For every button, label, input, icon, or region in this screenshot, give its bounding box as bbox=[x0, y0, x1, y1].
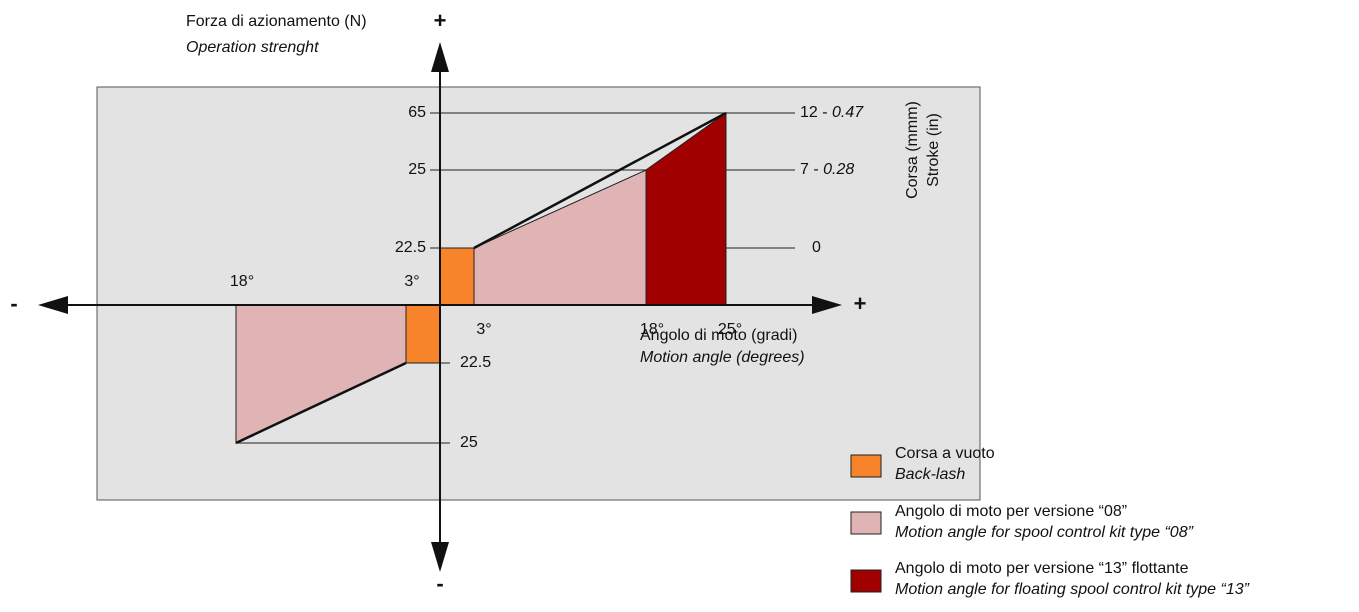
stroke-mm: 12 - bbox=[800, 104, 828, 121]
tick-label: 3° bbox=[404, 273, 419, 290]
legend-label-en: Back-lash bbox=[895, 466, 965, 483]
legend-label-en: Motion angle for floating spool control … bbox=[895, 581, 1250, 598]
tick-label: 18° bbox=[230, 273, 254, 290]
sign: - bbox=[436, 571, 443, 596]
stroke-in: 0.28 bbox=[823, 161, 854, 178]
tick-label: 3° bbox=[476, 321, 491, 338]
x-axis-label: Angolo di moto (gradi) bbox=[640, 327, 797, 344]
stroke-axis-label: Corsa (mmm) bbox=[904, 101, 921, 199]
stroke-mm: 7 - bbox=[800, 161, 819, 178]
force-line bbox=[235, 361, 407, 445]
region-backlash bbox=[405, 304, 441, 364]
arrow bbox=[38, 296, 68, 314]
tick-label: 65 bbox=[408, 104, 426, 121]
region-backlash bbox=[439, 247, 475, 306]
legend-label: Angolo di moto per versione “08” bbox=[895, 503, 1127, 520]
legend-label: Corsa a vuoto bbox=[895, 445, 995, 462]
arrow bbox=[812, 296, 842, 314]
sign: - bbox=[10, 291, 17, 316]
tick-label: 18° bbox=[640, 321, 664, 338]
x-axis-label-en: Motion angle (degrees) bbox=[640, 349, 805, 366]
stroke-tick: 0 bbox=[812, 239, 821, 256]
legend-label: Angolo di moto per versione “13” flottan… bbox=[895, 560, 1189, 577]
stroke-axis-label-en: Stroke (in) bbox=[925, 113, 942, 187]
tick-label: 25 bbox=[460, 434, 478, 451]
stroke-tick: 7 - 0.28 bbox=[800, 161, 854, 178]
stroke-tick: 12 - 0.47 bbox=[800, 104, 864, 121]
arrow bbox=[431, 542, 449, 572]
tick-label: 25° bbox=[718, 321, 742, 338]
legend-label-en: Motion angle for spool control kit type … bbox=[895, 524, 1194, 541]
tick-label: 25 bbox=[408, 161, 426, 178]
legend-swatch bbox=[850, 454, 882, 478]
stroke-in: 0.47 bbox=[832, 104, 864, 121]
tick-label: 22.5 bbox=[395, 239, 426, 256]
force-line bbox=[473, 111, 727, 250]
legend-swatch bbox=[850, 569, 882, 593]
y-axis-label-en: Operation strenght bbox=[186, 39, 319, 56]
sign: + bbox=[854, 291, 867, 316]
sign: + bbox=[434, 8, 447, 33]
arrow bbox=[431, 42, 449, 72]
tick-label: 22.5 bbox=[460, 354, 491, 371]
legend-swatch bbox=[850, 511, 882, 535]
y-axis-label: Forza di azionamento (N) bbox=[186, 13, 367, 30]
